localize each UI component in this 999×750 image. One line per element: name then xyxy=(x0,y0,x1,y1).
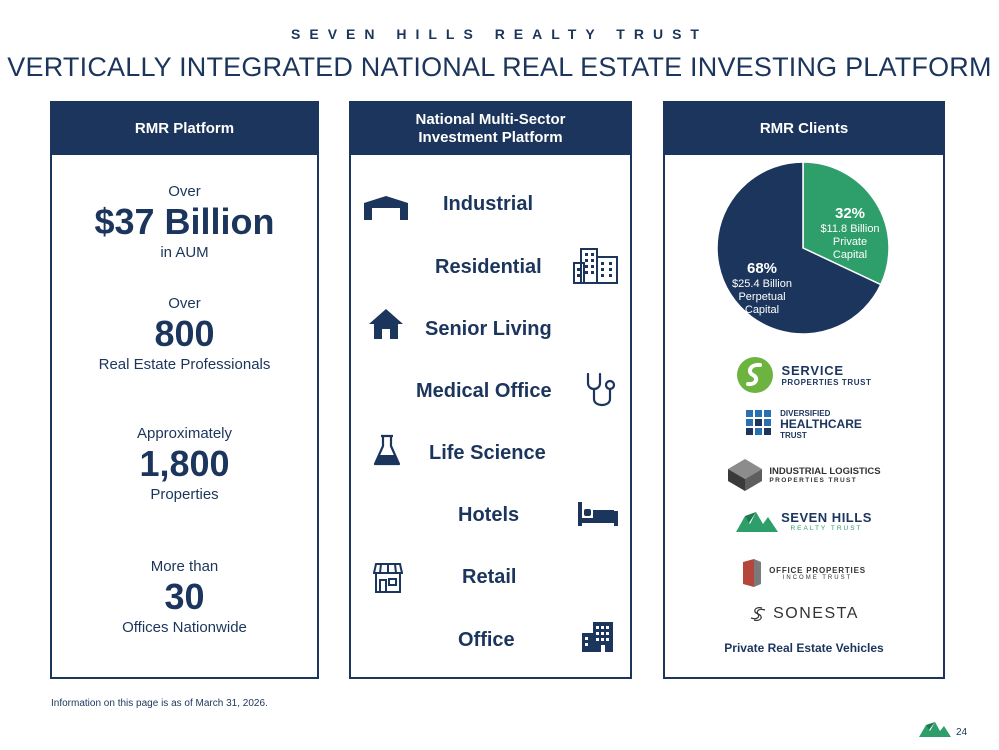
multi-sector-panel: National Multi-Sector Investment Platfor… xyxy=(349,101,632,679)
stat-value: 800 xyxy=(154,313,215,354)
page-title: VERTICALLY INTEGRATED NATIONAL REAL ESTA… xyxy=(7,52,992,82)
rmr-platform-panel: RMR Platform Over $37 Billion in AUM Ove… xyxy=(50,101,319,679)
private-vehicles-label: Private Real Estate Vehicles xyxy=(724,641,884,655)
header-line: National Multi-Sector xyxy=(415,111,566,128)
seven-hills-footer-logo-icon xyxy=(919,722,951,737)
house-icon xyxy=(369,309,403,339)
pie-slice-perpetual xyxy=(716,161,882,335)
logo-line: PROPERTIES TRUST xyxy=(781,378,872,387)
pie-label-line: Capital xyxy=(832,249,868,261)
seven-hills-mountains-icon xyxy=(736,512,779,532)
seven-hills-text: SEVEN HILLS REALTY TRUST xyxy=(781,510,872,532)
service-properties-text: SERVICE PROPERTIES TRUST xyxy=(781,363,871,387)
bed-icon xyxy=(578,502,618,526)
pie-label-private: 32% $11.8 Billion Private Capital xyxy=(811,204,889,262)
stat-value: $37 Billion xyxy=(94,201,275,242)
stat-post: Real Estate Professionals xyxy=(98,356,271,373)
seven-hills-logo: SEVEN HILLS REALTY TRUST xyxy=(665,509,943,533)
office-properties-emblem-icon xyxy=(743,559,762,587)
stat-post: Offices Nationwide xyxy=(122,619,247,636)
industrial-logistics-logo: INDUSTRIAL LOGISTICS PROPERTIES TRUST xyxy=(665,458,943,492)
logo-line: DIVERSIFIED xyxy=(780,409,831,418)
footnote: Information on this page is as of March … xyxy=(51,698,268,709)
flask-icon xyxy=(373,434,401,466)
stat-pre: More than xyxy=(150,558,219,575)
office-properties-text: OFFICE PROPERTIES INCOME TRUST xyxy=(769,566,866,581)
logo-line: SEVEN HILLS xyxy=(781,510,872,525)
stat-aum: Over $37 Billion in AUM xyxy=(52,183,317,261)
pie-label-line: Capital xyxy=(744,304,780,316)
diversified-healthcare-trust-logo: DIVERSIFIED HEALTHCARE TRUST xyxy=(665,408,943,441)
service-properties-emblem-icon xyxy=(737,357,774,393)
logo-line: INCOME TRUST xyxy=(782,574,853,581)
logo-line: INDUSTRIAL LOGISTICS xyxy=(769,466,881,477)
stat-offices: More than 30 Offices Nationwide xyxy=(52,558,317,636)
warehouse-icon xyxy=(364,196,408,220)
rmr-platform-header: RMR Platform xyxy=(52,103,317,155)
sector-residential: Residential xyxy=(435,256,542,278)
logo-line: HEALTHCARE xyxy=(780,417,862,431)
apartment-buildings-icon xyxy=(573,248,618,284)
sector-office: Office xyxy=(458,629,515,651)
pie-label-perpetual: 68% $25.4 Billion Perpetual Capital xyxy=(717,259,807,317)
pie-label-line: Private xyxy=(832,236,868,248)
logo-line: PROPERTIES TRUST xyxy=(769,477,858,484)
sonesta-logo: SONESTA xyxy=(665,605,943,623)
sector-life-science: Life Science xyxy=(429,442,546,464)
capital-pie-chart xyxy=(716,161,890,335)
multi-sector-header: National Multi-Sector Investment Platfor… xyxy=(351,103,630,155)
pie-slice-private xyxy=(802,161,890,286)
stat-value: 1,800 xyxy=(139,443,230,484)
pie-label-amount: $25.4 Billion xyxy=(732,278,792,290)
logo-line: REALTY TRUST xyxy=(790,525,863,532)
pie-label-amount: $11.8 Billion xyxy=(820,223,880,235)
rmr-clients-panel: RMR Clients 68% $25.4 Billion Perpetual … xyxy=(663,101,945,679)
sector-senior-living: Senior Living xyxy=(425,318,552,340)
logo-line: SERVICE xyxy=(781,363,844,378)
stat-value: 30 xyxy=(164,576,205,617)
stat-pre: Over xyxy=(168,295,201,312)
sonesta-emblem-icon xyxy=(750,607,766,621)
industrial-logistics-text: INDUSTRIAL LOGISTICS PROPERTIES TRUST xyxy=(769,466,880,484)
sector-retail: Retail xyxy=(462,566,517,588)
stat-post: in AUM xyxy=(160,244,209,261)
storefront-icon xyxy=(373,563,403,593)
stethoscope-icon xyxy=(586,372,616,407)
office-building-icon xyxy=(582,622,613,652)
page-number: 24 xyxy=(956,727,968,738)
pie-label-percent: 32% xyxy=(834,205,866,222)
logo-line: OFFICE PROPERTIES xyxy=(769,565,866,575)
stat-pre: Approximately xyxy=(136,425,233,442)
industrial-logistics-cube-icon xyxy=(728,459,763,491)
pie-label-percent: 68% xyxy=(746,260,778,277)
diversified-healthcare-grid-icon xyxy=(746,409,772,435)
stat-properties: Approximately 1,800 Properties xyxy=(52,425,317,503)
pie-label-line: Perpetual xyxy=(738,291,786,303)
office-properties-income-trust-logo: OFFICE PROPERTIES INCOME TRUST xyxy=(665,559,943,587)
stat-pre: Over xyxy=(168,183,201,200)
header-line: Investment Platform xyxy=(418,129,563,146)
stat-post: Properties xyxy=(150,486,219,503)
sector-medical-office: Medical Office xyxy=(416,380,552,402)
stat-professionals: Over 800 Real Estate Professionals xyxy=(52,295,317,373)
sector-industrial: Industrial xyxy=(443,193,534,215)
brand-wordmark: SEVEN HILLS REALTY TRUST xyxy=(291,26,708,42)
sonesta-text: SONESTA xyxy=(773,605,859,622)
logo-line: TRUST xyxy=(780,431,807,440)
diversified-healthcare-text: DIVERSIFIED HEALTHCARE TRUST xyxy=(780,408,862,441)
sector-hotels: Hotels xyxy=(458,504,520,526)
service-properties-trust-logo: SERVICE PROPERTIES TRUST xyxy=(665,356,943,394)
rmr-clients-header: RMR Clients xyxy=(665,103,943,155)
